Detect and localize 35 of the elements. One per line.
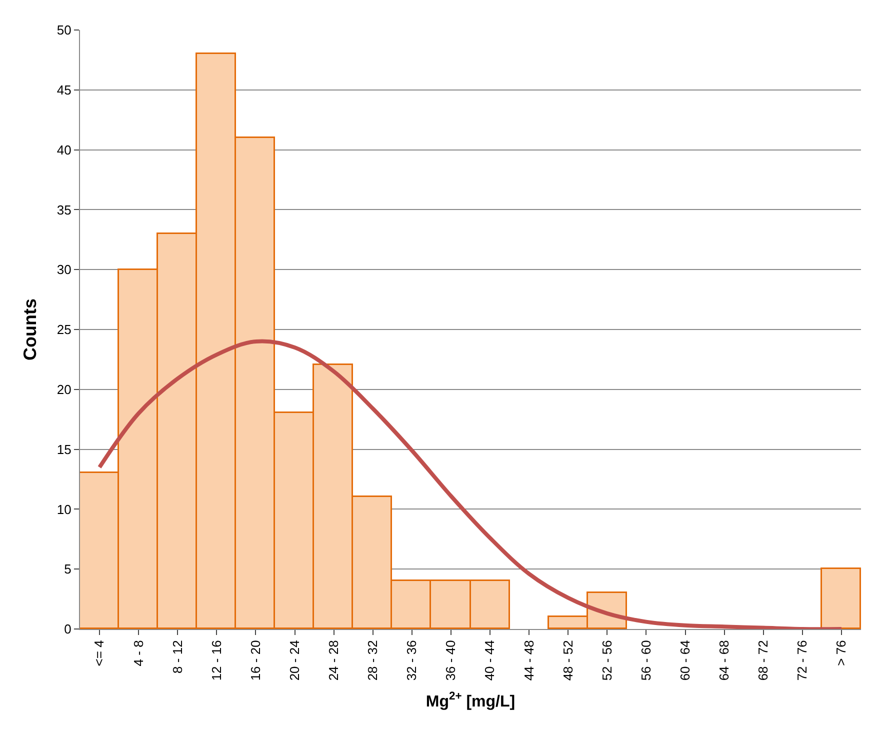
x-tick-label: 12 - 16	[208, 640, 224, 681]
x-tick-label: 44 - 48	[521, 640, 536, 681]
x-tick-label: 4 - 8	[130, 640, 146, 666]
x-tick-label: 64 - 68	[716, 640, 732, 681]
y-tick-label: 5	[64, 562, 72, 577]
x-tick-label: 48 - 52	[560, 640, 576, 681]
x-tick-label: 16 - 20	[248, 640, 263, 681]
y-tick-label: 15	[56, 442, 72, 457]
x-tick-label: 56 - 60	[638, 640, 654, 681]
x-tick-label: 52 - 56	[599, 640, 614, 681]
x-tick-label: 60 - 64	[678, 640, 693, 681]
y-tick-label: 30	[56, 262, 72, 278]
y-tick-label: 25	[56, 322, 72, 338]
y-tick-label: 0	[64, 622, 72, 637]
bar	[820, 568, 861, 629]
line-series	[98, 339, 844, 629]
x-tick-label: <= 4	[92, 640, 107, 666]
x-tick-label: 20 - 24	[287, 640, 302, 681]
x-tick-label: 72 - 76	[794, 640, 810, 681]
y-tick-label: 35	[56, 202, 72, 218]
x-tick-label: 32 - 36	[404, 640, 420, 681]
x-tick-label: 24 - 28	[326, 640, 342, 681]
y-tick-label: 40	[56, 142, 72, 158]
y-tick-label: 10	[56, 502, 72, 517]
y-tick-label: 50	[56, 22, 72, 38]
y-tick-label: 20	[56, 382, 72, 397]
x-axis-title: Mg$^{2+}$ [mg/L]	[426, 690, 516, 710]
x-tick-label: 68 - 72	[756, 640, 771, 681]
x-tick-label: 8 - 12	[170, 640, 185, 674]
x-tick-label: 36 - 40	[443, 640, 458, 681]
y-tick-label: 45	[56, 82, 72, 98]
y-axis-title: Counts	[20, 298, 40, 360]
x-tick-label: 28 - 32	[365, 640, 380, 681]
x-tick-label: > 76	[834, 640, 849, 666]
x-tick-label: 40 - 44	[482, 640, 498, 681]
